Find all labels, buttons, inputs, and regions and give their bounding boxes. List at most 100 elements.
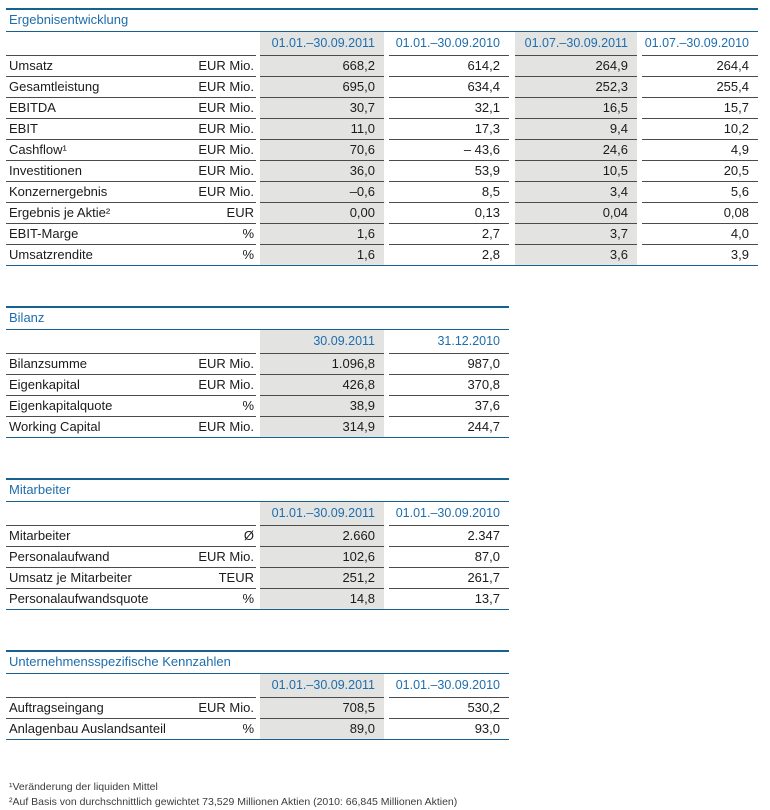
cell-value: 14,8 [260, 589, 384, 609]
cell-value: 1,6 [260, 245, 384, 265]
header-row: 01.01.–30.09.2011 01.01.–30.09.2010 [6, 502, 509, 526]
cell-value: 20,5 [642, 161, 758, 182]
footnotes: ¹Veränderung der liquiden Mittel ²Auf Ba… [6, 780, 770, 810]
header-spacer [6, 330, 256, 354]
table-row: Auftragseingang EUR Mio. 708,5 530,2 [6, 698, 509, 719]
cell-value: 987,0 [389, 354, 509, 375]
table-row: Umsatz EUR Mio. 668,2 614,2 264,9 264,4 [6, 56, 758, 77]
table-row: Ergebnis je Aktie² EUR 0,00 0,13 0,04 0,08 [6, 203, 758, 224]
cell-value: 4,0 [642, 224, 758, 245]
row-label: Eigenkapital [6, 375, 190, 396]
cell-value: 2.347 [389, 526, 509, 547]
cell-value: 0,13 [389, 203, 509, 224]
table-title: Ergebnisentwicklung [6, 8, 758, 32]
cell-value: 37,6 [389, 396, 509, 417]
footnote-2: ²Auf Basis von durchschnittlich gewichte… [9, 796, 458, 808]
cell-value: 89,0 [260, 719, 384, 739]
column-header: 01.01.–30.09.2010 [389, 32, 509, 56]
table-row: Working Capital EUR Mio. 314,9 244,7 [6, 417, 509, 437]
column-header: 01.01.–30.09.2011 [260, 674, 384, 698]
cell-value: 244,7 [467, 419, 500, 434]
row-unit: EUR Mio. [190, 140, 256, 161]
cell-value: 264,4 [642, 56, 758, 77]
table-title: Unternehmensspezifische Kennzahlen [6, 650, 509, 674]
row-label: Gesamtleistung [6, 77, 190, 98]
cell-value: 695,0 [260, 77, 384, 98]
row-unit: Ø [190, 526, 256, 547]
cell-value: 0,04 [515, 203, 637, 224]
cell-value: 708,5 [260, 698, 384, 719]
row-label: Personalaufwand [6, 547, 190, 568]
row-label: Bilanzsumme [6, 354, 190, 375]
row-label: Anlagenbau Auslandsanteil [9, 721, 166, 736]
table-row: Cashflow¹ EUR Mio. 70,6– 43,6 24,6 4,9 [6, 140, 758, 161]
cell-value: 70,6 [260, 140, 384, 161]
row-label: Umsatzrendite [9, 247, 93, 262]
column-header: 30.09.2011 [260, 330, 384, 354]
cell-value: 1.096,8 [260, 354, 384, 375]
row-unit: EUR Mio. [190, 119, 256, 140]
row-unit: EUR Mio. [190, 375, 256, 396]
row-unit: TEUR [190, 568, 256, 589]
column-header: 01.01.–30.09.2011 [260, 502, 384, 526]
cell-value: 255,4 [642, 77, 758, 98]
row-unit: % [190, 224, 256, 245]
row-unit: % [242, 591, 254, 606]
table-row: Eigenkapital EUR Mio. 426,8 370,8 [6, 375, 509, 396]
cell-value: 3,7 [515, 224, 637, 245]
table-title: Mitarbeiter [6, 478, 509, 502]
row-unit: EUR Mio. [190, 698, 256, 719]
header-row: 01.01.–30.09.2011 01.01.–30.09.2010 01.07.… [6, 32, 758, 56]
table-row: Gesamtleistung EUR Mio. 695,0 634,4 252,3 255… [6, 77, 758, 98]
header-row: 01.01.–30.09.2011 01.01.–30.09.2010 [6, 674, 509, 698]
row-unit: EUR Mio. [190, 161, 256, 182]
cell-value: 17,3 [389, 119, 509, 140]
row-label: EBIT-Marge [6, 224, 190, 245]
cell-value: 102,6 [260, 547, 384, 568]
row-label: EBIT [6, 119, 190, 140]
cell-value: 370,8 [389, 375, 509, 396]
cell-value: 1,6 [260, 224, 384, 245]
cell-value: – 43,6 [389, 140, 509, 161]
cell-value: 32,1 [389, 98, 509, 119]
table-row: EBITDA EUR Mio. 30,7 32,1 16,5 15,7 [6, 98, 758, 119]
table-row: Personalaufwandsquote% 14,8 13,7 [6, 589, 509, 609]
cell-value: 614,2 [389, 56, 509, 77]
row-unit: EUR Mio. [190, 354, 256, 375]
row-label: Umsatz [6, 56, 190, 77]
cell-value: 314,9 [260, 417, 384, 437]
cell-value: 87,0 [389, 547, 509, 568]
cell-value: 2,8 [481, 247, 500, 262]
row-unit: EUR Mio. [198, 419, 254, 434]
row-label: Konzernergebnis [6, 182, 190, 203]
cell-value: 10,5 [515, 161, 637, 182]
row-unit: % [190, 396, 256, 417]
cell-value: 16,5 [515, 98, 637, 119]
row-label: Mitarbeiter [6, 526, 190, 547]
cell-value: 668,2 [260, 56, 384, 77]
table-body: Mitarbeiter Ø 2.660 2.347 Personalaufwand EUR… [6, 526, 509, 609]
header-spacer [6, 32, 256, 56]
cell-value: –0,6 [260, 182, 384, 203]
cell-value: 3,4 [515, 182, 637, 203]
table-mitarbeiter: Mitarbeiter 01.01.–30.09.2011 01.01.–30.0… [6, 478, 509, 610]
header-row: 30.09.2011 31.12.2010 [6, 330, 509, 354]
table-row: Umsatz je Mitarbeiter TEUR 251,2 261,7 [6, 568, 509, 589]
row-unit: EUR Mio. [190, 98, 256, 119]
cell-value: 13,7 [474, 591, 500, 606]
cell-value: 2,7 [389, 224, 509, 245]
column-header: 01.01.–30.09.2011 [260, 32, 384, 56]
cell-value: 530,2 [389, 698, 509, 719]
row-label: Working Capital [9, 419, 101, 434]
row-unit: % [242, 721, 254, 736]
cell-value: 10,2 [642, 119, 758, 140]
column-header: 01.01.–30.09.2010 [389, 674, 509, 698]
row-label: Umsatz je Mitarbeiter [6, 568, 190, 589]
cell-value: 8,5 [389, 182, 509, 203]
cell-value: 53,9 [389, 161, 509, 182]
table-row: Mitarbeiter Ø 2.660 2.347 [6, 526, 509, 547]
row-unit: EUR Mio. [190, 182, 256, 203]
table-title: Bilanz [6, 306, 509, 330]
cell-value: 251,2 [260, 568, 384, 589]
cell-value: 15,7 [642, 98, 758, 119]
